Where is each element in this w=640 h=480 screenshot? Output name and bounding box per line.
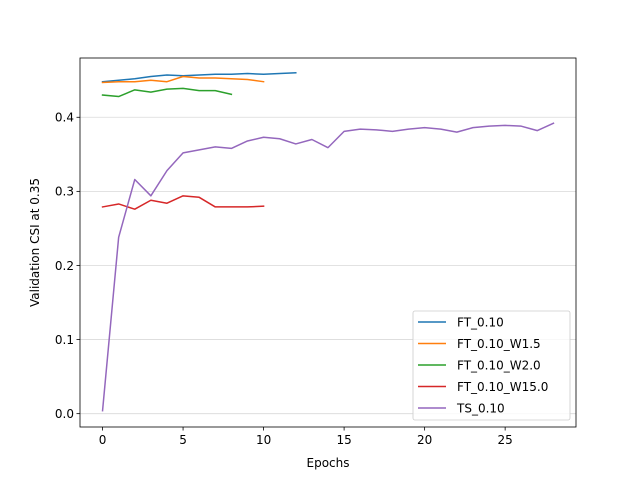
y-axis-label: Validation CSI at 0.35 [28, 178, 42, 307]
legend-label: FT_0.10 [457, 315, 504, 329]
legend-label: FT_0.10_W2.0 [457, 358, 541, 372]
y-tick-label: 0.1 [55, 333, 74, 347]
y-tick-label: 0.2 [55, 259, 74, 273]
y-tick-label: 0.4 [55, 111, 74, 125]
legend-entry: FT_0.10_W15.0 [418, 380, 548, 394]
legend-entry: TS_0.10 [418, 401, 505, 415]
series-line-ft-0-10-w1-5 [101, 75, 265, 84]
x-tick-label: 25 [498, 433, 513, 447]
y-tick-label: 0.3 [55, 185, 74, 199]
x-tick-label: 5 [179, 433, 187, 447]
legend-label: TS_0.10 [456, 401, 505, 415]
series-line-ts-0-10 [101, 122, 555, 412]
legend-entry: FT_0.10_W2.0 [418, 358, 541, 372]
legend: FT_0.10 FT_0.10_W1.5 FT_0.10_W2.0 FT_0.10_W… [412, 310, 571, 421]
series-line-ft-0-10-w2-0 [101, 87, 233, 98]
legend-label: FT_0.10_W1.5 [457, 337, 541, 351]
legend-box [412, 310, 571, 421]
x-tick-label: 20 [417, 433, 432, 447]
legend-label: FT_0.10_W15.0 [457, 380, 548, 394]
x-tick-label: 10 [256, 433, 271, 447]
legend-entry: FT_0.10 [418, 315, 504, 329]
x-tick-label: 15 [336, 433, 351, 447]
x-tick-label: 0 [99, 433, 107, 447]
series-lines [101, 72, 555, 412]
y-tick-label: 0.0 [55, 407, 74, 421]
axis-ticks: 0.0 0.1 0.2 0.3 0.4 0 5 10 15 20 25 [55, 111, 513, 447]
x-axis-label: Epochs [307, 456, 350, 470]
plot-area-frame [79, 57, 577, 428]
series-line-ft-0-10-w15-0 [101, 195, 265, 210]
legend-entry: FT_0.10_W1.5 [418, 337, 541, 351]
series-line-ft-0-10 [101, 72, 297, 83]
